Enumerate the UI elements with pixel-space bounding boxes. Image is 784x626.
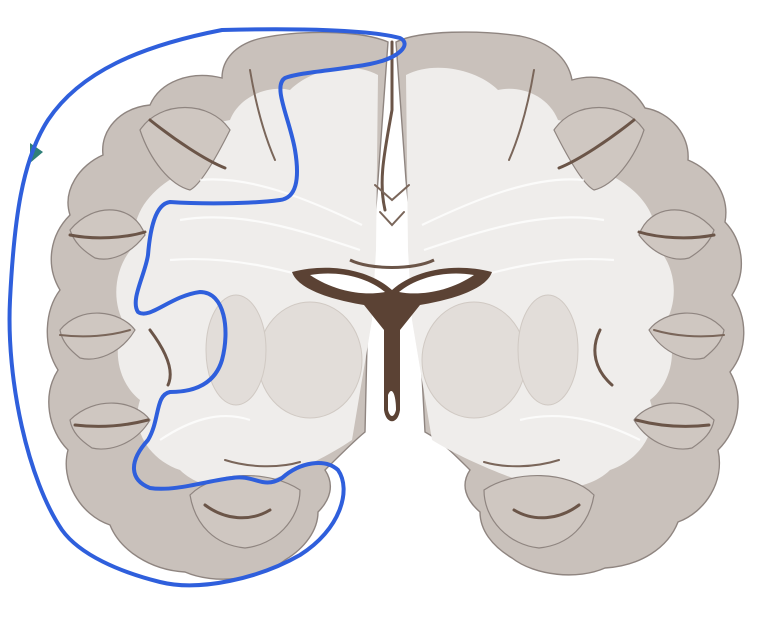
- right-temporal-gyrus: [483, 475, 595, 549]
- left-gyrus-2: [69, 209, 146, 260]
- right-basal-ganglia: [421, 301, 527, 419]
- left-insula-region: [205, 294, 267, 406]
- longitudinal-fissure: [380, 40, 394, 212]
- right-ventricle-lumen: [399, 273, 474, 294]
- corpus-callosum: [349, 258, 435, 269]
- annotation-outline: [7, 27, 407, 588]
- left-ventricle-lumen: [310, 273, 385, 294]
- third-ventricle-lumen: [388, 390, 396, 416]
- right-sulci: [483, 69, 725, 520]
- left-sulci: [59, 69, 301, 520]
- lateral-ventricles: [292, 267, 492, 422]
- right-insula-region: [517, 294, 579, 406]
- left-basal-ganglia: [257, 301, 363, 419]
- right-gyrus-2: [638, 209, 715, 260]
- midline-notch: [374, 184, 410, 227]
